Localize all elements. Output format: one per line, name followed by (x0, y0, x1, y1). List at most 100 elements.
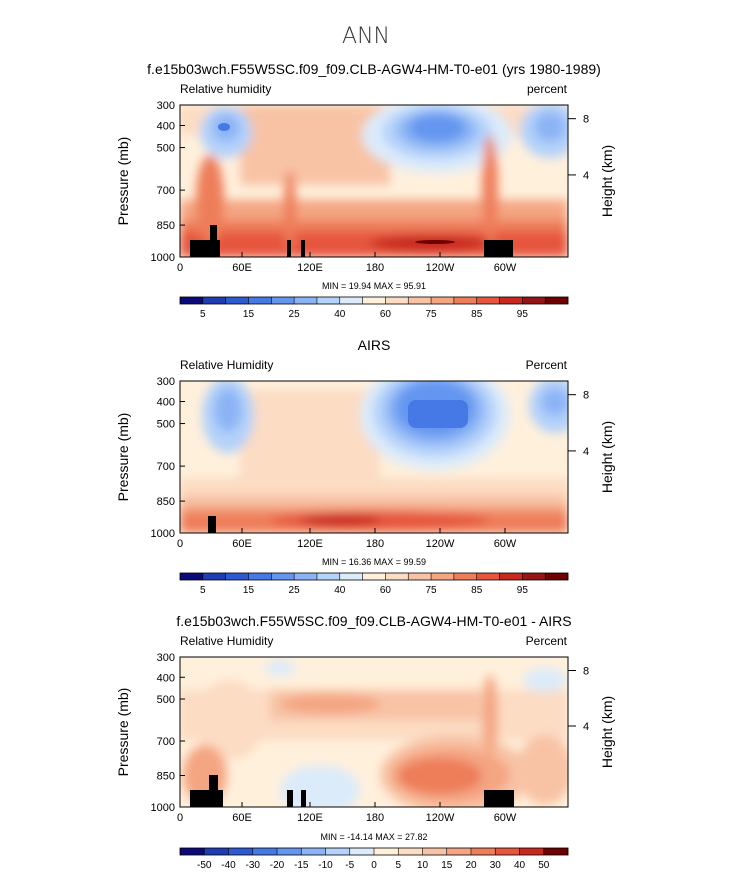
colorbar-swatch (225, 297, 249, 304)
colorbar-swatch (522, 297, 546, 304)
colorbar-label: 75 (425, 309, 437, 320)
right-label: Percent (526, 634, 568, 648)
contour-field (180, 381, 568, 533)
colorbar-label: 15 (243, 585, 255, 596)
figure-suptitle: ANN (342, 24, 390, 49)
x-tick-label: 120W (426, 262, 455, 274)
left-label: Relative Humidity (180, 634, 273, 648)
colorbar-label: -20 (270, 860, 285, 871)
y2-tick-label: 8 (583, 114, 589, 126)
y-tick-label: 400 (157, 672, 175, 684)
colorbar-swatch (431, 297, 455, 304)
colorbar-swatch (271, 573, 295, 580)
colorbar-swatch (339, 573, 363, 580)
colorbar-swatch (422, 848, 448, 855)
colorbar-swatch (204, 848, 229, 855)
x-tick-label: 180 (366, 812, 384, 824)
y-tick-label: 300 (157, 376, 175, 388)
y-tick-label: 700 (157, 736, 175, 748)
y-tick-label: 700 (157, 185, 175, 197)
colorbar-swatch (476, 297, 500, 304)
x-tick-label: 120E (297, 262, 323, 274)
colorbar-swatch (408, 573, 432, 580)
colorbar-swatch (316, 573, 341, 580)
colorbar-swatch (499, 297, 523, 304)
panel-title: f.e15b03wch.F55W5SC.f09_f09.CLB-AGW4-HM-… (176, 613, 571, 629)
colorbar-label: 95 (517, 309, 529, 320)
y-axis-label: Pressure (mb) (115, 137, 131, 226)
colorbar-swatch (499, 573, 523, 580)
colorbar-swatch (522, 573, 546, 580)
colorbar-swatch (545, 573, 569, 580)
y-tick-label: 500 (157, 694, 175, 706)
left-label: Relative Humidity (180, 358, 273, 372)
colorbar-label: -5 (345, 860, 354, 871)
colorbar-label: 0 (371, 860, 377, 871)
colorbar-label: 85 (471, 585, 483, 596)
y-tick-label: 300 (157, 652, 175, 664)
colorbar-swatch (362, 573, 386, 580)
colorbar-label: 15 (243, 309, 255, 320)
panel-difference: f.e15b03wch.F55W5SC.f09_f09.CLB-AGW4-HM-… (115, 613, 615, 871)
panel-airs: AIRS Relative Humidity Percent (115, 337, 615, 596)
right-label: Percent (526, 358, 568, 372)
colorbar-swatch (446, 848, 472, 855)
colorbar-swatch (202, 297, 226, 304)
colorbar-frame (179, 572, 569, 581)
colorbar-label: 10 (417, 860, 429, 871)
x-tick-label: 0 (177, 812, 183, 824)
colorbar-swatch (316, 297, 341, 304)
y2-axis-label: Height (km) (599, 145, 615, 217)
y2-tick-label: 4 (583, 721, 589, 733)
x-tick-label: 0 (177, 538, 183, 550)
y-tick-label: 300 (157, 100, 175, 112)
x-tick-label: 120W (426, 538, 455, 550)
colorbar-label: 75 (425, 585, 437, 596)
colorbar-swatch (519, 848, 545, 855)
x-tick-label: 60E (232, 538, 252, 550)
y-tick-label: 850 (157, 220, 175, 232)
x-tick-label: 60W (494, 538, 517, 550)
colorbar-swatch (385, 573, 409, 580)
colorbar-label: 30 (490, 860, 502, 871)
colorbar-label: 60 (380, 309, 392, 320)
colorbar-swatch (271, 297, 295, 304)
x-tick-label: 180 (366, 262, 384, 274)
colorbar-label: -50 (197, 860, 212, 871)
colorbar-swatch (408, 297, 432, 304)
plot-frame (179, 656, 569, 808)
colorbar-swatch (398, 848, 423, 855)
colorbar-label: 60 (380, 585, 392, 596)
colorbar-swatch (294, 297, 318, 304)
x-tick-label: 60W (494, 812, 517, 824)
y2-tick-label: 8 (583, 666, 589, 678)
colorbar-swatch (362, 297, 386, 304)
colorbar-label: -30 (246, 860, 261, 871)
contour-field (180, 105, 568, 257)
colorbar-swatch (202, 573, 226, 580)
y-tick-label: 700 (157, 461, 175, 473)
colorbar-label: 85 (471, 309, 483, 320)
left-label: Relative humidity (180, 82, 271, 96)
colorbar-label: 25 (289, 309, 301, 320)
colorbar-swatch (248, 297, 272, 304)
right-label: percent (527, 82, 568, 96)
y2-tick-label: 8 (583, 390, 589, 402)
x-tick-label: 120E (297, 538, 323, 550)
y-tick-label: 850 (157, 771, 175, 783)
plot-frame (179, 380, 569, 534)
y-tick-label: 1000 (151, 802, 175, 814)
colorbar-swatch (453, 573, 478, 580)
colorbar-label: 15 (441, 860, 453, 871)
y2-tick-label: 4 (583, 170, 589, 182)
colorbar-label: 20 (465, 860, 477, 871)
y2-axis-label: Height (km) (599, 421, 615, 493)
colorbar-swatch (374, 848, 399, 855)
x-tick-label: 120E (297, 812, 323, 824)
panel-title: AIRS (358, 337, 391, 353)
colorbar-swatch (431, 573, 455, 580)
y-tick-label: 500 (157, 419, 175, 431)
colorbar-swatch (225, 573, 249, 580)
min-max-stats: MIN = -14.14 MAX = 27.82 (320, 832, 427, 842)
